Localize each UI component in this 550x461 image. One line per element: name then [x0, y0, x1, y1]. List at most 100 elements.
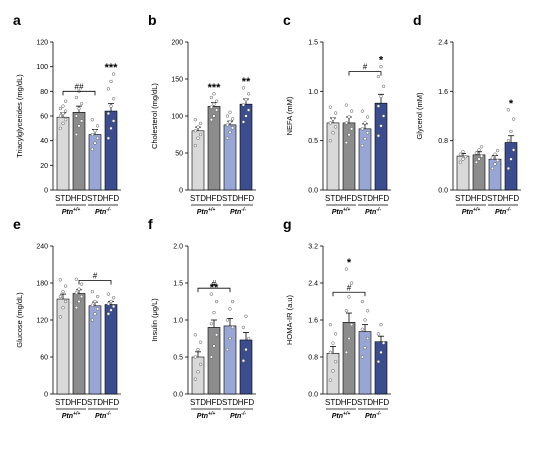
data-point	[328, 121, 333, 125]
data-point	[360, 143, 365, 148]
data-point	[509, 157, 513, 161]
data-point	[506, 139, 511, 143]
panel-letter: e	[13, 216, 21, 232]
data-point	[74, 291, 79, 295]
y-tick-label: 50	[175, 151, 183, 158]
data-point	[333, 359, 338, 364]
data-point	[363, 346, 367, 350]
bar	[191, 356, 205, 395]
panel-letter: c	[283, 12, 291, 28]
data-point	[230, 299, 235, 304]
data-point	[225, 123, 230, 127]
data-point	[77, 124, 81, 128]
data-point	[93, 129, 97, 133]
data-point	[333, 125, 338, 129]
data-point	[193, 377, 198, 381]
data-point	[93, 312, 97, 316]
data-point	[79, 294, 84, 299]
category-label: STD	[222, 398, 238, 407]
bracket-label: #	[347, 283, 352, 292]
data-point	[381, 341, 386, 345]
data-point	[241, 86, 246, 90]
data-point	[477, 157, 481, 161]
group-label: Ptn+/+	[332, 411, 351, 420]
bar	[223, 124, 237, 191]
group-label: Ptn+/+	[197, 207, 216, 216]
data-point	[61, 289, 65, 294]
data-point	[344, 121, 349, 125]
category-label: HFD	[71, 194, 88, 203]
data-point	[106, 87, 111, 91]
category-label: STD	[87, 194, 103, 203]
group-label: Ptn+/+	[462, 207, 481, 216]
data-point	[474, 151, 479, 155]
data-point	[193, 129, 198, 133]
comparison-bracket	[197, 287, 231, 293]
category-label: HFD	[503, 194, 520, 203]
significance-marker: *	[379, 55, 384, 67]
y-tick-label: 120	[36, 318, 48, 325]
category-label: STD	[357, 194, 373, 203]
category-label: HFD	[238, 194, 255, 203]
bar	[456, 155, 470, 191]
category-label: STD	[222, 194, 238, 203]
data-point	[246, 336, 251, 341]
bar	[72, 293, 86, 395]
data-point	[463, 155, 468, 159]
bar	[104, 304, 118, 395]
y-tick-label: 1.6	[438, 89, 448, 96]
data-point	[198, 121, 203, 126]
data-point	[74, 306, 79, 310]
y-tick-label: 2.0	[173, 244, 183, 251]
y-tick-label: 240	[36, 244, 48, 251]
data-point	[225, 318, 230, 322]
data-point	[376, 359, 381, 364]
bar	[207, 327, 221, 395]
bar	[342, 122, 356, 191]
bar	[358, 331, 372, 395]
category-label: HFD	[341, 194, 358, 203]
data-point	[209, 95, 214, 100]
bar	[104, 110, 118, 191]
data-point	[363, 318, 367, 322]
data-point	[509, 129, 513, 134]
data-point	[58, 126, 63, 130]
panel-letter: g	[283, 216, 292, 232]
data-point	[331, 369, 335, 373]
data-point	[365, 131, 370, 135]
data-point	[106, 292, 111, 296]
category-label: STD	[190, 194, 206, 203]
bar	[342, 322, 356, 395]
y-tick-label: 2.4	[438, 40, 448, 47]
y-axis-label: Triacylglycerides (mg/dL)	[15, 74, 24, 158]
data-point	[209, 118, 214, 122]
data-point	[209, 105, 214, 109]
group-label: Ptn-/-	[365, 207, 381, 216]
significance-marker: *	[509, 98, 514, 110]
data-point	[344, 350, 349, 355]
data-point	[77, 106, 81, 111]
data-point	[225, 136, 230, 140]
category-label: HFD	[373, 398, 390, 407]
y-tick-label: 150	[171, 77, 183, 84]
group-label: Ptn-/-	[230, 207, 246, 216]
y-tick-label: 0.5	[308, 138, 318, 145]
y-tick-label: 0	[44, 392, 48, 399]
y-tick-label: 120	[36, 40, 48, 47]
data-point	[77, 299, 81, 304]
data-point	[379, 350, 383, 355]
data-point	[193, 333, 198, 337]
data-point	[212, 344, 216, 348]
bar	[88, 305, 102, 395]
y-axis-label: Cholesterol (mg/dL)	[150, 83, 159, 149]
data-point	[109, 79, 113, 84]
y-axis-label: Glucose (mg/dL)	[15, 292, 24, 348]
data-point	[58, 106, 63, 111]
data-point	[241, 120, 246, 124]
y-tick-label: 100	[36, 64, 48, 71]
data-point	[333, 111, 338, 115]
y-tick-label: 200	[171, 40, 183, 47]
